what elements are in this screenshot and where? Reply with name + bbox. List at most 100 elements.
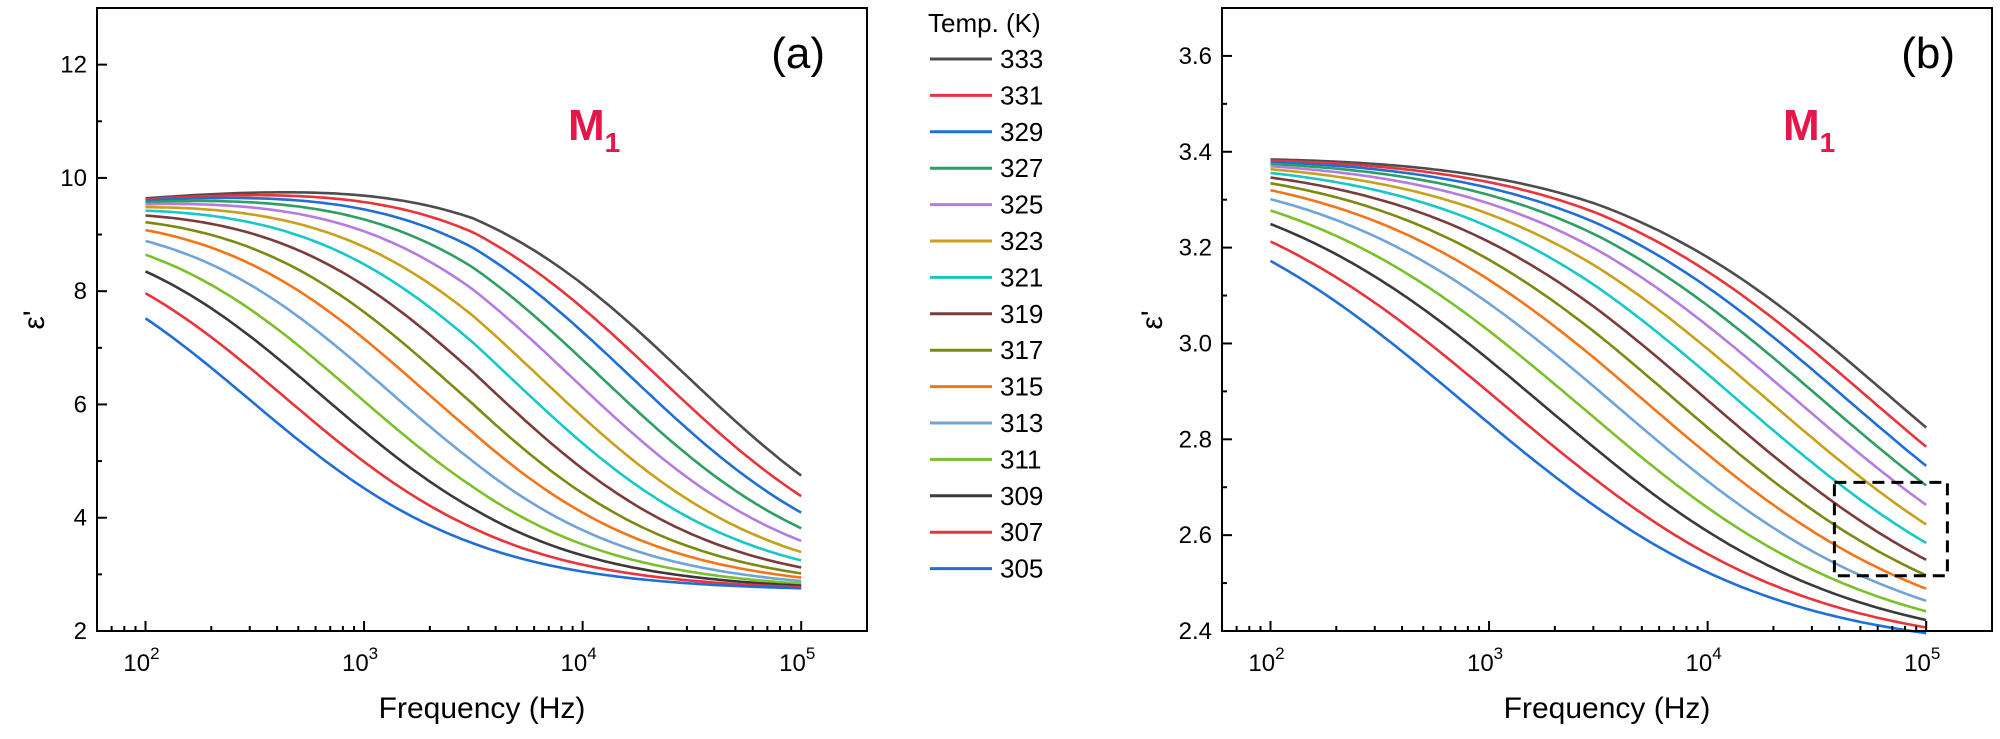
series-line-a-321 xyxy=(145,209,802,562)
legend-item-325: 325 xyxy=(930,190,1043,220)
series-line-b-327 xyxy=(1270,162,1927,487)
series-line-b-323 xyxy=(1270,167,1927,526)
y-tick-label-b-5: 3.4 xyxy=(1179,139,1212,166)
y-tick-label-a-3: 8 xyxy=(74,278,87,305)
series-line-a-331 xyxy=(145,193,802,498)
legend-label-305: 305 xyxy=(1000,554,1043,584)
legend-item-323: 323 xyxy=(930,226,1043,256)
y-tick-label-b-1: 2.6 xyxy=(1179,522,1212,549)
y-tick-label-b-4: 3.2 xyxy=(1179,235,1212,262)
x-axis-title-b: Frequency (Hz) xyxy=(1504,692,1711,725)
panel-label-b: (b) xyxy=(1901,29,1955,78)
series-line-b-305 xyxy=(1269,259,1927,635)
highlight-box xyxy=(1832,480,1949,578)
x-tick-label-b-3: 105 xyxy=(1904,644,1940,677)
legend-items: 333 331 329 327 325 323 321 319 317 315 313 311 309 3… xyxy=(930,44,1043,584)
legend-label-315: 315 xyxy=(1000,372,1043,402)
legend-item-333: 333 xyxy=(930,44,1043,74)
series-lines-b xyxy=(1269,158,1928,635)
legend: Temp. (K) 333 331 329 327 325 323 321 319 317 315… xyxy=(928,8,1043,584)
y-tick-label-a-5: 12 xyxy=(60,52,87,79)
legend-title: Temp. (K) xyxy=(928,8,1041,38)
x-tick-label-b-0: 102 xyxy=(1248,644,1284,677)
x-tick-label-a-1: 103 xyxy=(342,644,378,677)
plot-frame-b xyxy=(1221,7,1993,632)
x-tick-label-b-2: 104 xyxy=(1686,644,1722,677)
legend-item-329: 329 xyxy=(930,117,1043,147)
x-tick-label-a-2: 104 xyxy=(561,644,597,677)
legend-item-311: 311 xyxy=(930,444,1041,474)
legend-label-327: 327 xyxy=(1000,153,1043,183)
series-line-b-329 xyxy=(1270,160,1928,467)
x-axis-title-a: Frequency (Hz) xyxy=(379,692,586,725)
x-tick-label-b-1: 103 xyxy=(1467,644,1503,677)
series-line-a-329 xyxy=(145,196,802,514)
y-tick-label-a-0: 2 xyxy=(74,618,87,645)
legend-label-313: 313 xyxy=(1000,408,1043,438)
legend-item-317: 317 xyxy=(930,335,1043,365)
y-tick-label-b-6: 3.6 xyxy=(1179,43,1212,70)
x-tick-label-a-3: 105 xyxy=(779,644,815,677)
legend-label-317: 317 xyxy=(1000,335,1043,365)
chart-panel-a: 102 103 104 105 2 4 6 8 10 12 Frequency (Hz) ε' (… xyxy=(18,7,868,725)
y-axis-title-b: ε' xyxy=(1136,310,1169,329)
legend-label-321: 321 xyxy=(1000,262,1043,292)
series-line-a-327 xyxy=(145,199,802,530)
series-line-b-311 xyxy=(1270,209,1927,613)
series-line-b-331 xyxy=(1270,159,1928,448)
y-tick-label-b-2: 2.8 xyxy=(1179,426,1212,453)
series-line-a-317 xyxy=(145,220,802,575)
y-tick-label-a-4: 10 xyxy=(60,165,87,192)
sample-label-main-b: M xyxy=(1783,101,1820,150)
series-line-b-319 xyxy=(1270,176,1927,561)
y-tick-label-b-3: 3.0 xyxy=(1179,330,1212,357)
sample-label-sub-a: 1 xyxy=(605,127,621,158)
series-line-a-323 xyxy=(145,205,802,554)
legend-label-329: 329 xyxy=(1000,117,1043,147)
legend-item-331: 331 xyxy=(930,80,1043,110)
legend-label-323: 323 xyxy=(1000,226,1043,256)
series-lines-a xyxy=(144,191,802,590)
legend-label-331: 331 xyxy=(1000,80,1043,110)
y-axis-title-a: ε' xyxy=(18,310,51,329)
sample-label-main-a: M xyxy=(568,101,605,150)
series-line-b-315 xyxy=(1270,188,1927,590)
plot-frame-a xyxy=(96,7,868,632)
legend-item-321: 321 xyxy=(930,262,1043,292)
legend-item-305: 305 xyxy=(930,554,1043,584)
series-line-a-305 xyxy=(144,317,802,590)
x-tick-label-a-0: 102 xyxy=(123,644,159,677)
legend-item-307: 307 xyxy=(930,517,1043,547)
legend-label-333: 333 xyxy=(1000,44,1043,74)
series-line-b-321 xyxy=(1270,171,1927,545)
axis-ticks-a: 102 103 104 105 2 4 6 8 10 12 xyxy=(60,52,815,677)
series-line-b-333 xyxy=(1270,158,1928,429)
series-line-a-325 xyxy=(145,202,802,543)
legend-label-325: 325 xyxy=(1000,190,1043,220)
y-tick-label-b-0: 2.4 xyxy=(1179,618,1212,645)
legend-item-309: 309 xyxy=(930,481,1043,511)
legend-label-309: 309 xyxy=(1000,481,1043,511)
series-line-b-307 xyxy=(1269,240,1927,629)
legend-item-319: 319 xyxy=(930,299,1043,329)
axis-ticks-b: 102 103 104 105 2.4 2.6 2.8 3.0 3.2 3.4 3.6 xyxy=(1179,43,1941,677)
series-line-a-333 xyxy=(145,191,802,477)
series-line-b-313 xyxy=(1270,197,1927,603)
legend-item-327: 327 xyxy=(930,153,1043,183)
legend-label-307: 307 xyxy=(1000,517,1043,547)
sample-label-a: M1 xyxy=(568,101,620,158)
legend-label-311: 311 xyxy=(1000,444,1041,474)
y-tick-label-a-2: 6 xyxy=(74,391,87,418)
y-tick-label-a-1: 4 xyxy=(74,505,87,532)
series-line-b-325 xyxy=(1270,165,1927,506)
series-line-a-315 xyxy=(145,228,802,579)
series-line-a-307 xyxy=(144,292,802,589)
legend-label-319: 319 xyxy=(1000,299,1043,329)
chart-panel-b: 102 103 104 105 2.4 2.6 2.8 3.0 3.2 3.4 3.6 Freque… xyxy=(1136,7,1993,725)
legend-item-313: 313 xyxy=(930,408,1043,438)
legend-item-315: 315 xyxy=(930,372,1043,402)
panel-label-a: (a) xyxy=(771,29,825,78)
series-line-a-319 xyxy=(145,214,802,569)
sample-label-b: M1 xyxy=(1783,101,1835,158)
